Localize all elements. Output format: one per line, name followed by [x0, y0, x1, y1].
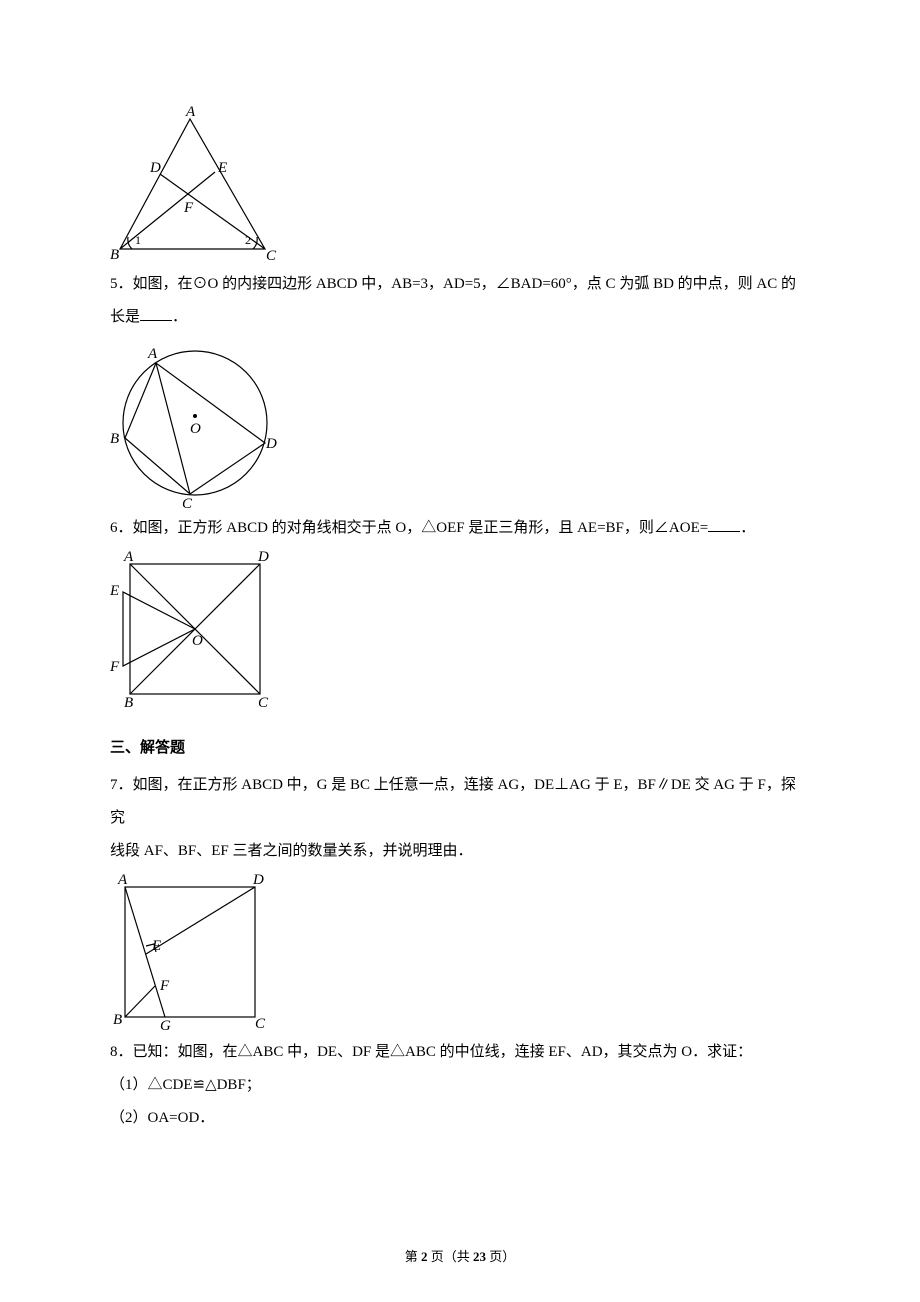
label-C: C [182, 496, 193, 508]
label-C: C [255, 1016, 266, 1032]
label-D: D [265, 436, 277, 452]
label-C: C [258, 695, 269, 711]
figure-q7: A D C B E F G [110, 872, 810, 1032]
label-F: F [183, 200, 194, 216]
label-G: G [160, 1018, 171, 1032]
q8-line1: 8．已知：如图，在△ABC 中，DE、DF 是△ABC 的中位线，连接 EF、A… [110, 1036, 810, 1069]
q5-text: 5．如图，在⊙O 的内接四边形 ABCD 中，AB=3，AD=5，∠BAD=60… [110, 276, 796, 325]
label-B: B [113, 1012, 122, 1028]
footer-total: 23 [473, 1249, 486, 1264]
q6-text: 6．如图，正方形 ABCD 的对角线相交于点 O，△OEF 是正三角形，且 AE… [110, 520, 708, 536]
label-B: B [124, 695, 133, 711]
label-F: F [159, 978, 170, 994]
square-ag-diagram: A D C B E F G [110, 872, 270, 1032]
triangle-diagram: A D E F B C 1 2 [110, 104, 280, 264]
footer-mid: 页（共 [427, 1249, 473, 1264]
label-D: D [257, 549, 269, 565]
label-F: F [110, 659, 120, 675]
problem-8: 8．已知：如图，在△ABC 中，DE、DF 是△ABC 的中位线，连接 EF、A… [110, 1036, 810, 1135]
q8-sub2: （2）OA=OD． [110, 1102, 810, 1135]
q5-suffix: ． [172, 309, 187, 325]
label-A: A [185, 104, 196, 120]
q6-blank [708, 517, 740, 532]
angle-1: 1 [135, 233, 141, 247]
label-E: E [110, 583, 119, 599]
label-A: A [123, 549, 134, 565]
q8-sub1: （1）△CDE≌△DBF； [110, 1069, 810, 1102]
page-footer: 第 2 页（共 23 页） [0, 1243, 920, 1272]
q7-line2: 线段 AF、BF、EF 三者之间的数量关系，并说明理由． [110, 835, 810, 868]
angle-2: 2 [245, 233, 251, 247]
figure-q4: A D E F B C 1 2 [110, 104, 810, 264]
label-E: E [151, 938, 161, 954]
circle-diagram: A B C D O [110, 338, 280, 508]
label-O: O [192, 633, 203, 649]
problem-7: 7．如图，在正方形 ABCD 中，G 是 BC 上任意一点，连接 AG，DE⊥A… [110, 769, 810, 868]
label-B: B [110, 247, 119, 263]
footer-pre: 第 [405, 1249, 421, 1264]
square-diagram: A D C B E F O [110, 549, 275, 714]
label-D: D [149, 160, 161, 176]
label-C: C [266, 248, 277, 264]
label-O: O [190, 421, 201, 437]
q7-line1: 7．如图，在正方形 ABCD 中，G 是 BC 上任意一点，连接 AG，DE⊥A… [110, 769, 810, 835]
q6-suffix: ． [740, 520, 755, 536]
footer-post: 页） [486, 1249, 515, 1264]
label-A: A [117, 872, 128, 888]
figure-q6: A D C B E F O [110, 549, 810, 714]
problem-6: 6．如图，正方形 ABCD 的对角线相交于点 O，△OEF 是正三角形，且 AE… [110, 512, 810, 545]
label-A: A [147, 346, 158, 362]
problem-5: 5．如图，在⊙O 的内接四边形 ABCD 中，AB=3，AD=5，∠BAD=60… [110, 268, 810, 334]
label-D: D [252, 872, 264, 888]
label-B: B [110, 431, 119, 447]
q5-blank [140, 306, 172, 321]
figure-q5: A B C D O [110, 338, 810, 508]
label-E: E [217, 160, 227, 176]
section-3-title: 三、解答题 [110, 732, 810, 765]
